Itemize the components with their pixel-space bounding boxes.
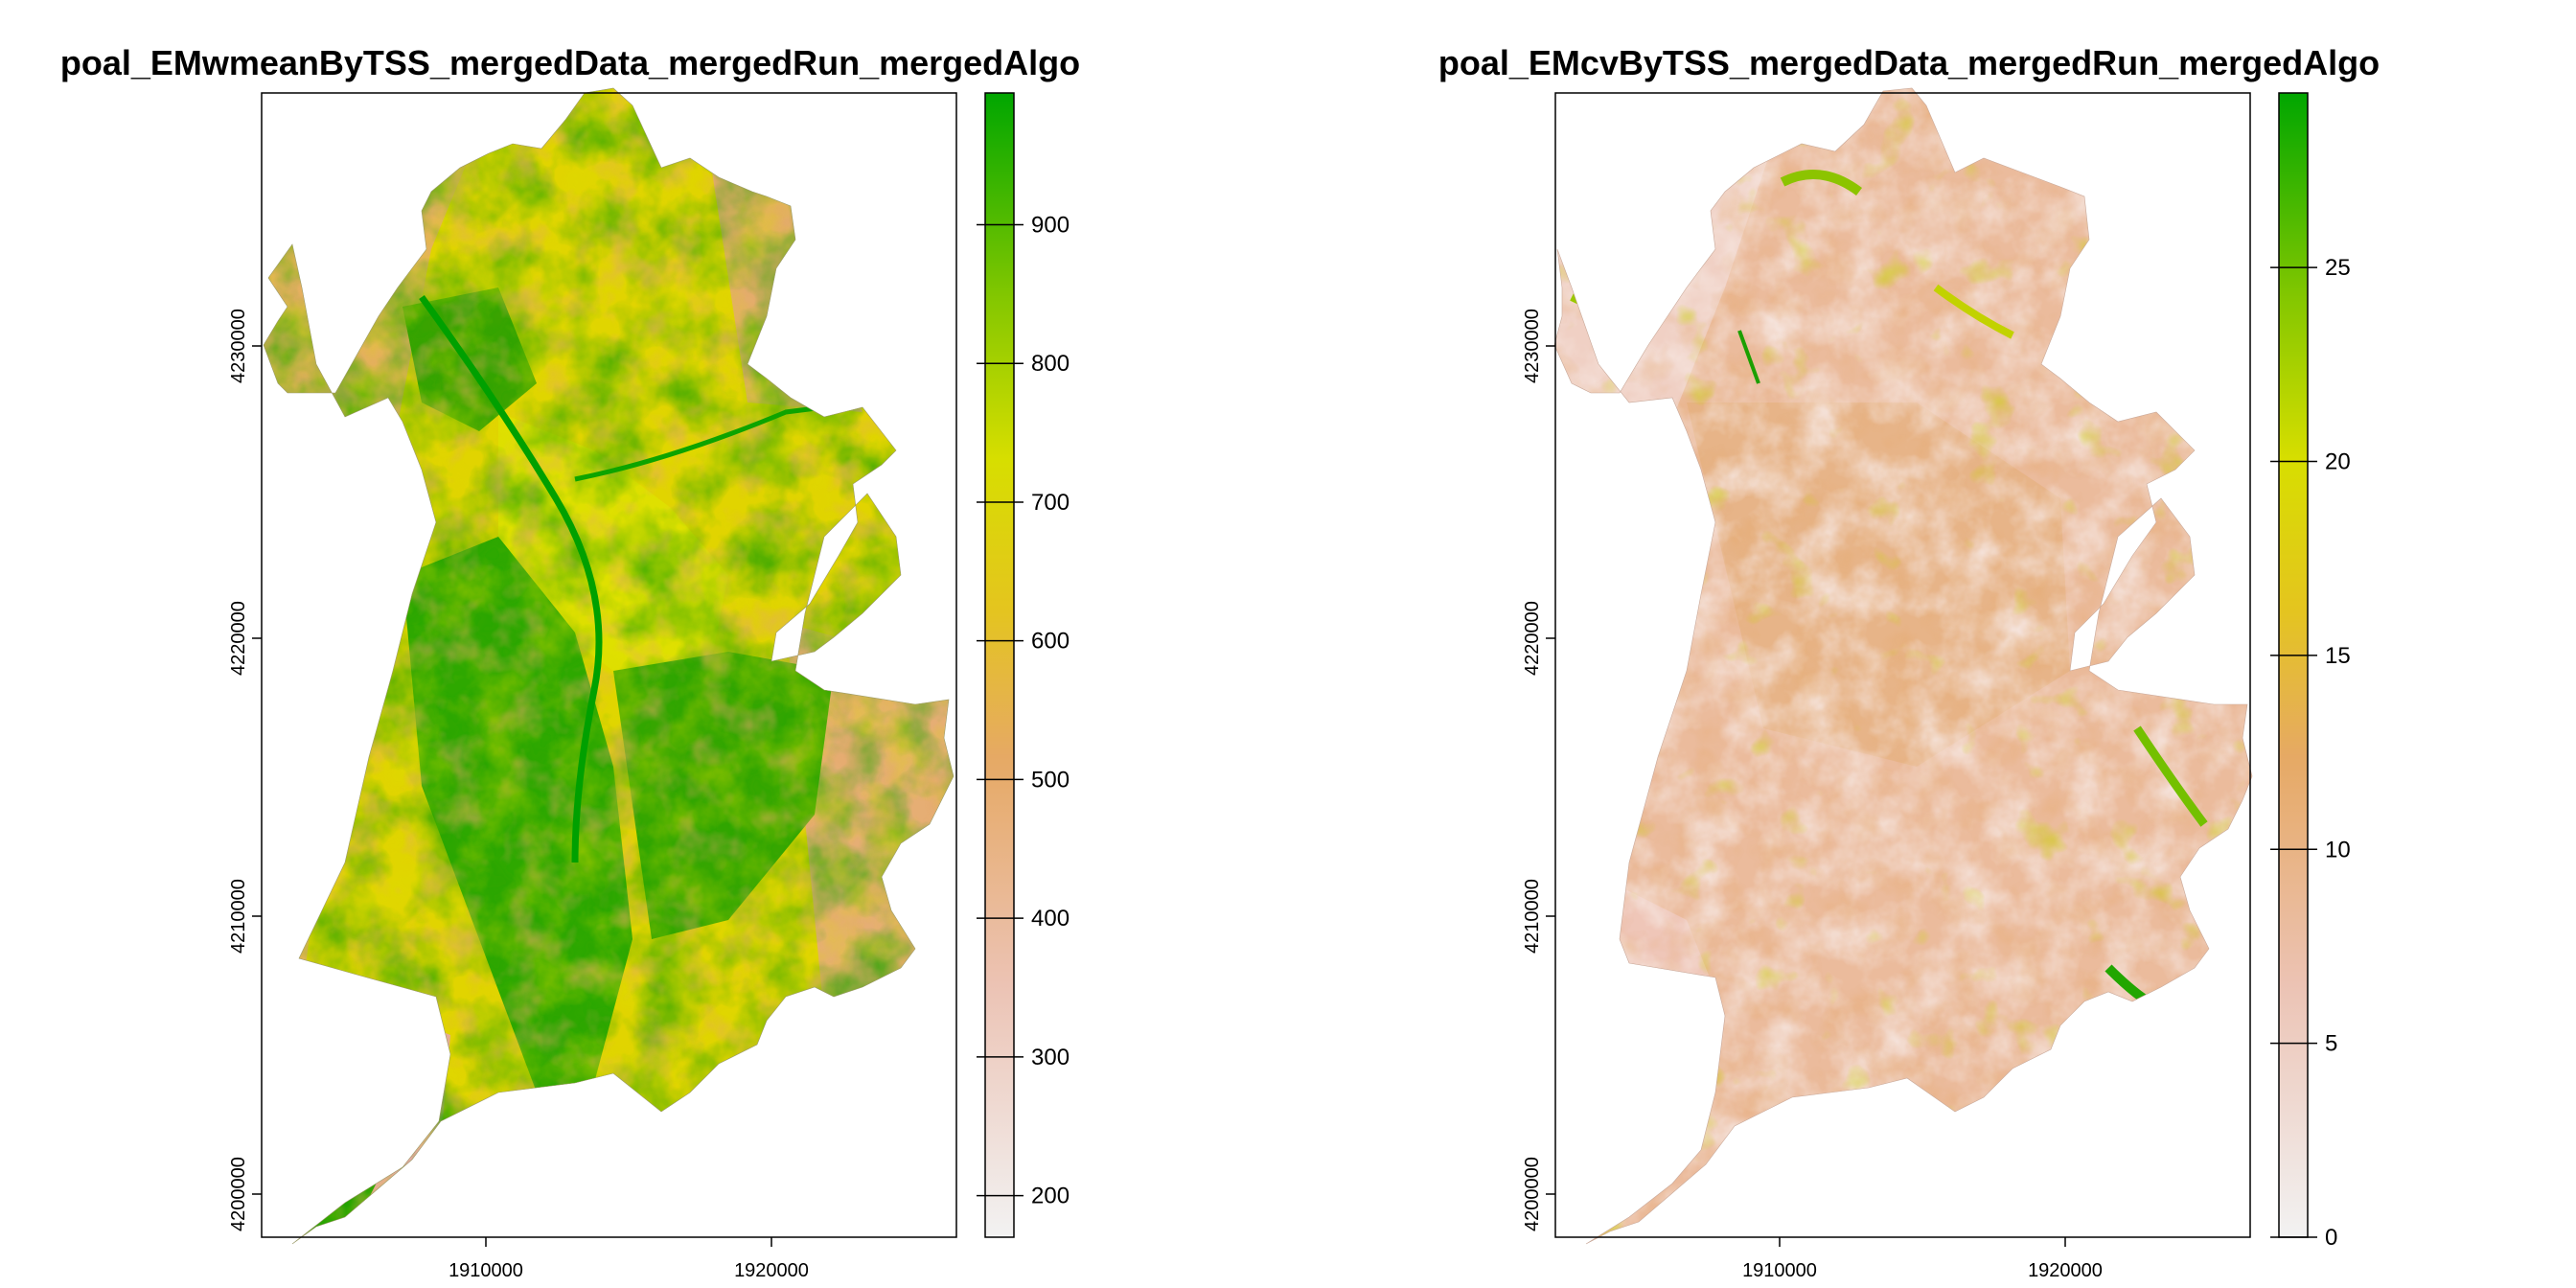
y-tick-label: 4200000 xyxy=(228,1157,249,1231)
x-axis: 1910000 1920000 xyxy=(1742,1237,2103,1281)
panel-title: poal_EMcvByTSS_mergedData_mergedRun_merg… xyxy=(1438,43,2380,82)
color-legend: 25 20 15 10 5 0 xyxy=(2270,92,2351,1251)
legend-tick-label: 25 xyxy=(2325,255,2351,281)
y-tick-label: 4230000 xyxy=(228,309,249,383)
panel-left: poal_EMwmeanByTSS_mergedData_mergedRun_m… xyxy=(60,43,1080,1281)
panel-right: poal_EMcvByTSS_mergedData_mergedRun_merg… xyxy=(1438,43,2380,1281)
y-tick-label: 4220000 xyxy=(228,601,249,676)
legend-colorbar xyxy=(2278,92,2309,1238)
color-legend: 900 800 700 600 500 400 300 200 xyxy=(977,92,1070,1238)
x-tick-label: 1920000 xyxy=(734,1260,809,1281)
y-tick-label: 4200000 xyxy=(1522,1157,1543,1231)
legend-tick-label: 10 xyxy=(2325,837,2351,862)
y-tick-label: 4220000 xyxy=(1522,601,1543,676)
raster-map xyxy=(264,88,954,1244)
legend-tick-label: 800 xyxy=(1031,351,1070,377)
legend-tick-label: 700 xyxy=(1031,490,1070,516)
map-frame xyxy=(1554,92,2251,1238)
legend-tick-label: 300 xyxy=(1031,1045,1070,1070)
raster-map xyxy=(1554,88,2252,1244)
x-axis: 1910000 1920000 xyxy=(448,1237,809,1281)
legend-tick-label: 600 xyxy=(1031,629,1070,655)
legend-tick-label: 20 xyxy=(2325,449,2351,475)
y-axis: 4230000 4220000 4210000 4200000 xyxy=(228,309,262,1231)
panel-title: poal_EMwmeanByTSS_mergedData_mergedRun_m… xyxy=(60,43,1080,82)
legend-tick-label: 400 xyxy=(1031,906,1070,932)
legend-tick-label: 200 xyxy=(1031,1184,1070,1209)
x-tick-label: 1920000 xyxy=(2028,1260,2103,1281)
y-tick-label: 4210000 xyxy=(228,879,249,954)
legend-colorbar xyxy=(984,92,1015,1238)
y-axis: 4230000 4220000 4210000 4200000 xyxy=(1522,309,1555,1231)
legend-tick-label: 5 xyxy=(2325,1031,2337,1057)
x-tick-label: 1910000 xyxy=(1742,1260,1817,1281)
map-frame xyxy=(261,92,957,1238)
y-tick-label: 4210000 xyxy=(1522,879,1543,954)
y-tick-label: 4230000 xyxy=(1522,309,1543,383)
legend-tick-label: 500 xyxy=(1031,767,1070,793)
legend-tick-label: 900 xyxy=(1031,212,1070,238)
legend-tick-label: 15 xyxy=(2325,643,2351,669)
legend-tick-label: 0 xyxy=(2325,1225,2337,1251)
x-tick-label: 1910000 xyxy=(448,1260,523,1281)
